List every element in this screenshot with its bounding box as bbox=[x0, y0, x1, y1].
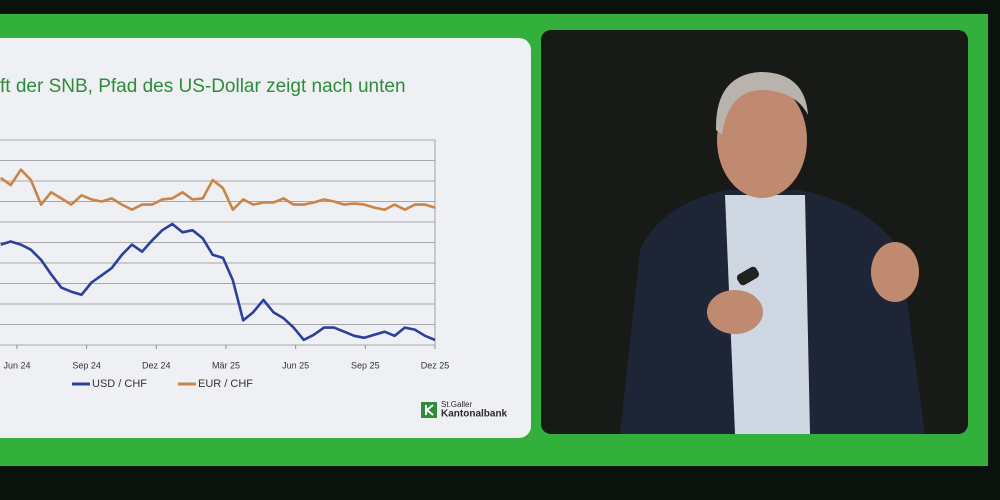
speaker bbox=[620, 72, 925, 434]
logo-mark bbox=[421, 402, 437, 418]
logo-text: St.Galler bbox=[441, 400, 472, 409]
x-tick-label: Sep 24 bbox=[72, 360, 101, 370]
logo: St.Galler Kantonalbank bbox=[421, 400, 508, 420]
chart-title: ft der SNB, Pfad des US-Dollar zeigt nac… bbox=[0, 76, 406, 97]
legend-label: EUR / CHF bbox=[198, 378, 253, 390]
series-line bbox=[0, 222, 436, 342]
legend-label: USD / CHF bbox=[92, 378, 147, 390]
series-line bbox=[0, 168, 436, 211]
x-tick-label: Mär 25 bbox=[212, 360, 240, 370]
chart: ft der SNB, Pfad des US-Dollar zeigt nac… bbox=[0, 76, 449, 390]
logo-text: Kantonalbank bbox=[441, 409, 508, 420]
x-tick-label: Dez 25 bbox=[421, 360, 450, 370]
logo-k bbox=[425, 404, 434, 416]
x-tick-label: Jun 25 bbox=[282, 360, 309, 370]
slide bbox=[0, 38, 531, 438]
x-tick-label: Dez 24 bbox=[142, 360, 171, 370]
x-tick-label: Sep 25 bbox=[351, 360, 380, 370]
x-tick-label: Jun 24 bbox=[3, 360, 30, 370]
